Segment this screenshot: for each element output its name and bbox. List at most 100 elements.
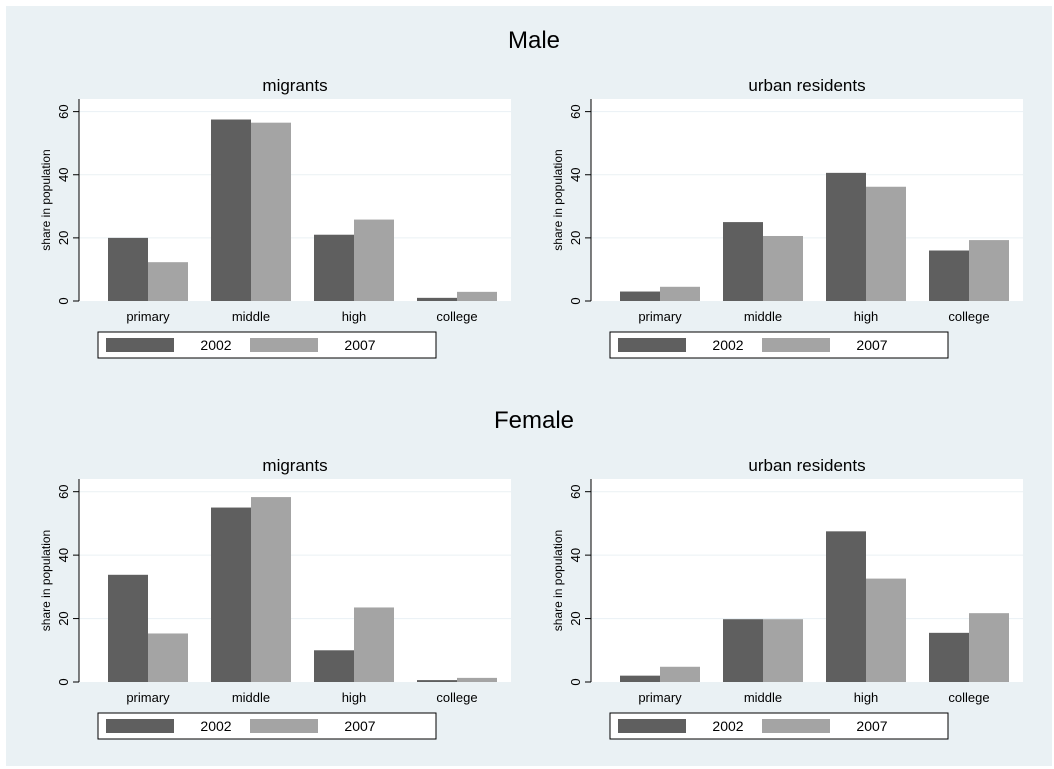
x-category-label: high xyxy=(854,309,879,324)
legend-swatch-2007 xyxy=(762,338,830,352)
x-category-label: primary xyxy=(126,690,170,705)
bar-primary-2002 xyxy=(620,291,660,301)
y-tick-label: 20 xyxy=(568,611,583,625)
legend-label-2007: 2007 xyxy=(856,718,887,734)
section-title-female: Female xyxy=(494,407,574,434)
y-tick-label: 20 xyxy=(56,231,71,245)
legend-label-2002: 2002 xyxy=(200,337,231,353)
legend-label-2007: 2007 xyxy=(344,718,375,734)
section-title-male: Male xyxy=(508,27,560,54)
x-category-label: primary xyxy=(638,309,682,324)
y-axis-label: share in population xyxy=(39,149,53,250)
chart-panel-3: migrants 0 20 40 60 share in population primar… xyxy=(39,456,511,740)
x-category-label: high xyxy=(342,690,367,705)
legend-label-2007: 2007 xyxy=(344,337,375,353)
bar-high-2002 xyxy=(314,234,354,301)
legend: 2002 2007 xyxy=(97,331,437,359)
bar-middle-2007 xyxy=(763,235,803,301)
bar-high-2002 xyxy=(826,172,866,301)
bar-college-2007 xyxy=(969,613,1009,682)
bar-primary-2002 xyxy=(620,675,660,682)
x-category-label: high xyxy=(342,309,367,324)
y-tick-label: 0 xyxy=(56,678,71,685)
bar-middle-2007 xyxy=(251,122,291,301)
legend-swatch-2007 xyxy=(250,719,318,733)
panel-title: migrants xyxy=(262,456,327,475)
y-axis-label: share in population xyxy=(551,149,565,250)
bar-middle-2002 xyxy=(723,619,763,682)
chart-panel-2: urban residents 0 20 40 60 share in populatio… xyxy=(551,76,1023,359)
x-category-label: college xyxy=(948,690,989,705)
bar-high-2007 xyxy=(354,607,394,682)
bar-high-2002 xyxy=(826,531,866,682)
legend: 2002 2007 xyxy=(609,712,949,740)
legend-swatch-2002 xyxy=(618,719,686,733)
y-tick-label: 60 xyxy=(568,104,583,118)
chart-panel-4: urban residents 0 20 40 60 share in populatio… xyxy=(551,456,1023,740)
x-category-label: middle xyxy=(744,309,782,324)
panel-title: urban residents xyxy=(748,76,865,95)
bar-primary-2007 xyxy=(148,633,188,682)
legend-label-2002: 2002 xyxy=(200,718,231,734)
bar-primary-2007 xyxy=(660,666,700,682)
bar-college-2007 xyxy=(969,240,1009,301)
legend-swatch-2007 xyxy=(762,719,830,733)
legend-label-2002: 2002 xyxy=(712,718,743,734)
x-category-label: primary xyxy=(126,309,170,324)
legend-label-2007: 2007 xyxy=(856,337,887,353)
legend: 2002 2007 xyxy=(97,712,437,740)
panel-title: urban residents xyxy=(748,456,865,475)
legend-swatch-2002 xyxy=(106,719,174,733)
bar-college-2007 xyxy=(457,677,497,682)
chart-canvas: Male Female migrants 0 20 40 60 share in popu… xyxy=(39,27,1023,740)
bar-college-2002 xyxy=(929,250,969,301)
bar-college-2002 xyxy=(417,680,457,682)
bar-primary-2002 xyxy=(108,237,148,301)
bar-high-2007 xyxy=(354,219,394,301)
y-tick-label: 0 xyxy=(56,297,71,304)
bar-primary-2002 xyxy=(108,574,148,682)
legend: 2002 2007 xyxy=(609,331,949,359)
bar-middle-2002 xyxy=(211,507,251,682)
y-tick-label: 40 xyxy=(568,548,583,562)
bar-middle-2007 xyxy=(251,497,291,682)
y-axis-label: share in population xyxy=(551,530,565,631)
x-category-label: middle xyxy=(232,309,270,324)
x-category-label: college xyxy=(948,309,989,324)
legend-swatch-2007 xyxy=(250,338,318,352)
y-tick-label: 60 xyxy=(56,484,71,498)
y-tick-label: 20 xyxy=(568,231,583,245)
panel-title: migrants xyxy=(262,76,327,95)
legend-label-2002: 2002 xyxy=(712,337,743,353)
bar-high-2007 xyxy=(866,578,906,682)
y-axis-label: share in population xyxy=(39,530,53,631)
legend-swatch-2002 xyxy=(106,338,174,352)
x-category-label: high xyxy=(854,690,879,705)
bar-high-2007 xyxy=(866,186,906,301)
bar-high-2002 xyxy=(314,650,354,682)
legend-swatch-2002 xyxy=(618,338,686,352)
x-category-label: middle xyxy=(232,690,270,705)
x-category-label: college xyxy=(436,309,477,324)
y-tick-label: 0 xyxy=(568,297,583,304)
y-tick-label: 20 xyxy=(56,611,71,625)
bar-primary-2007 xyxy=(148,262,188,301)
x-category-label: college xyxy=(436,690,477,705)
chart-figure: Male Female migrants 0 20 40 60 share in popu… xyxy=(6,6,1052,766)
y-tick-label: 60 xyxy=(568,484,583,498)
y-tick-label: 0 xyxy=(568,678,583,685)
chart-panel-1: migrants 0 20 40 60 share in population primar… xyxy=(39,76,511,359)
y-tick-label: 60 xyxy=(56,104,71,118)
x-category-label: middle xyxy=(744,690,782,705)
y-tick-label: 40 xyxy=(56,168,71,182)
bar-middle-2002 xyxy=(211,119,251,301)
y-tick-label: 40 xyxy=(56,548,71,562)
bar-middle-2002 xyxy=(723,222,763,301)
bar-college-2002 xyxy=(417,297,457,301)
bar-college-2002 xyxy=(929,632,969,682)
y-tick-label: 40 xyxy=(568,168,583,182)
bar-college-2007 xyxy=(457,291,497,301)
bar-middle-2007 xyxy=(763,619,803,682)
bar-primary-2007 xyxy=(660,286,700,301)
x-category-label: primary xyxy=(638,690,682,705)
